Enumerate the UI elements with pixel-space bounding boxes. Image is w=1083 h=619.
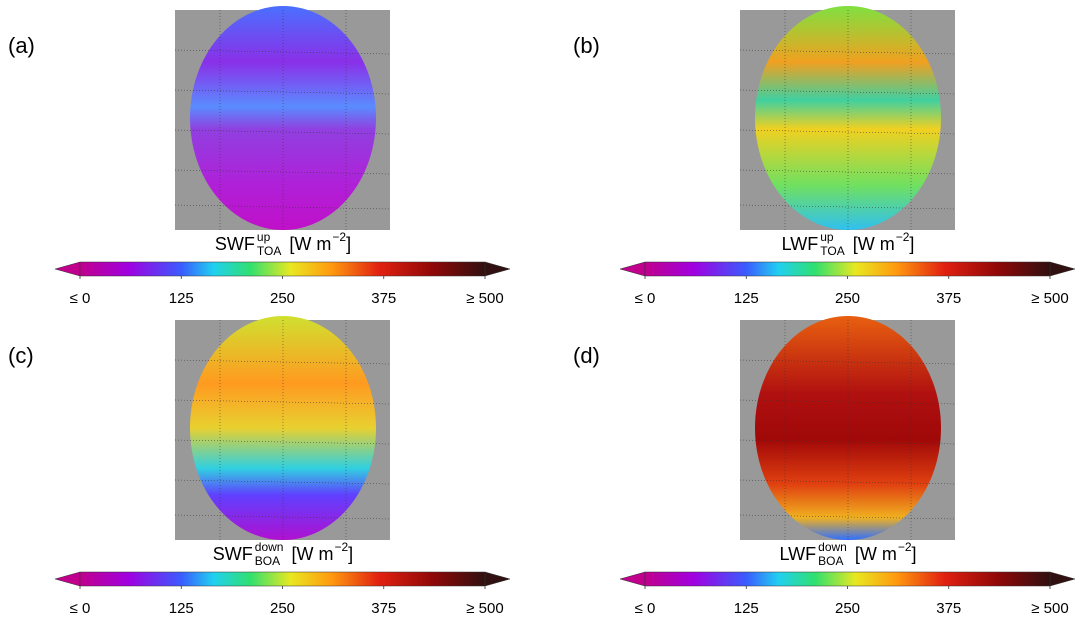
- colorbar-title: SWF: [213, 544, 253, 564]
- colorbar-low-extension: [54, 261, 81, 277]
- colorbar: [644, 571, 1051, 587]
- unit-close: ]: [348, 544, 353, 564]
- colorbar-tick-label: ≤ 0: [70, 290, 91, 307]
- colorbar-title: LWF: [779, 544, 816, 564]
- title-superscript: up: [820, 230, 834, 244]
- unit-close: ]: [909, 234, 914, 254]
- title-subscript: TOA: [820, 244, 844, 258]
- colorbar-low-extension: [619, 571, 646, 587]
- colorbar-tick-label: 125: [169, 290, 194, 307]
- colorbar-tick-label: 125: [169, 600, 194, 617]
- colorbar-tick-label: ≤ 0: [635, 290, 656, 307]
- colorbar-tick-label: 125: [734, 600, 759, 617]
- colorbar-tick-label: 375: [371, 290, 396, 307]
- unit-exponent: −2: [896, 230, 910, 244]
- colorbar-tick-label: 250: [270, 600, 295, 617]
- colorbar-tick-label: 375: [936, 600, 961, 617]
- colorbar-tick-label: ≥ 500: [466, 290, 503, 307]
- colorbar-low-extension: [619, 261, 646, 277]
- colorbar-tick-label: 250: [835, 290, 860, 307]
- colorbar: [79, 571, 486, 587]
- colorbar: [644, 261, 1051, 277]
- title-superscript: up: [257, 230, 271, 244]
- title-unit: [W m: [291, 544, 333, 564]
- unit-exponent: −2: [334, 540, 348, 554]
- colorbar-tick-label: 250: [270, 290, 295, 307]
- title-unit: [W m: [855, 544, 897, 564]
- title-unit: [W m: [853, 234, 895, 254]
- colorbar-tick-label: ≤ 0: [635, 600, 656, 617]
- title-subscript: BOA: [255, 554, 280, 568]
- title-subscript: TOA: [257, 244, 281, 258]
- panel-label: (a): [8, 33, 35, 58]
- colorbar: [79, 261, 486, 277]
- colorbar-title: SWF: [215, 234, 255, 254]
- unit-close: ]: [912, 544, 917, 564]
- colorbar-tick-label: 125: [734, 290, 759, 307]
- colorbar-tick-label: ≥ 500: [466, 600, 503, 617]
- unit-exponent: −2: [898, 540, 912, 554]
- panel-label: (d): [573, 343, 600, 368]
- colorbar-high-extension: [484, 571, 511, 587]
- colorbar-tick-label: 250: [835, 600, 860, 617]
- colorbar-tick-label: 375: [371, 600, 396, 617]
- title-superscript: down: [255, 540, 284, 554]
- panel-label: (c): [8, 343, 34, 368]
- colorbar-tick-label: ≥ 500: [1031, 600, 1068, 617]
- colorbar-low-extension: [54, 571, 81, 587]
- colorbar-tick-label: ≤ 0: [70, 600, 91, 617]
- colorbar-high-extension: [484, 261, 511, 277]
- title-unit: [W m: [289, 234, 331, 254]
- colorbar-high-extension: [1049, 261, 1076, 277]
- colorbar-high-extension: [1049, 571, 1076, 587]
- colorbar-tick-label: ≥ 500: [1031, 290, 1068, 307]
- title-subscript: BOA: [818, 554, 843, 568]
- unit-close: ]: [346, 234, 351, 254]
- colorbar-tick-label: 375: [936, 290, 961, 307]
- colorbar-title: LWF: [782, 234, 819, 254]
- unit-exponent: −2: [332, 230, 346, 244]
- panel-label: (b): [573, 33, 600, 58]
- title-superscript: down: [818, 540, 847, 554]
